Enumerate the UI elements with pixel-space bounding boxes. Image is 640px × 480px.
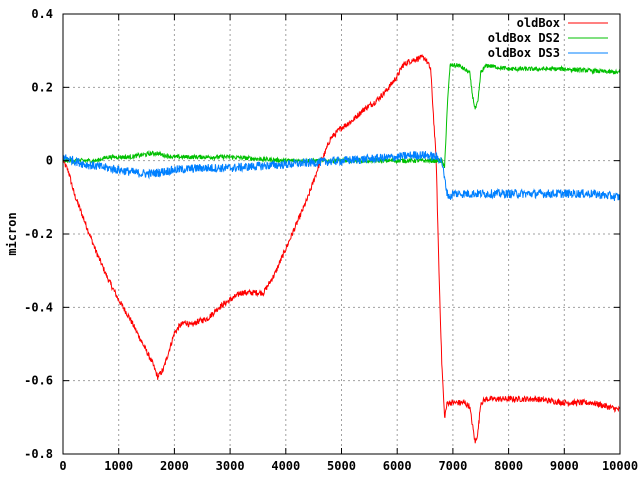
x-tick-label: 9000	[550, 459, 579, 473]
x-tick-label: 6000	[383, 459, 412, 473]
series-line	[62, 53, 621, 444]
x-tick-label: 2000	[160, 459, 189, 473]
y-tick-label: 0.2	[31, 80, 53, 94]
y-tick-label: -0.6	[24, 374, 53, 388]
x-axis: 0 1000 2000 3000 4000 5000 6000 7000 8000 9000 100…	[59, 14, 638, 473]
series-line	[62, 150, 621, 201]
y-axis-title: micron	[5, 212, 19, 255]
x-tick-label: 1000	[104, 459, 133, 473]
x-tick-label: 8000	[494, 459, 523, 473]
legend-label: oldBox	[517, 16, 560, 30]
y-tick-label: -0.8	[24, 447, 53, 461]
y-tick-label: 0	[46, 154, 53, 168]
legend-label: oldBox DS3	[488, 46, 560, 60]
x-tick-label: 7000	[438, 459, 467, 473]
x-tick-label: 0	[59, 459, 66, 473]
x-tick-label: 4000	[271, 459, 300, 473]
grid-lines	[63, 14, 620, 454]
y-tick-label: 0.4	[31, 7, 53, 21]
y-tick-label: -0.2	[24, 227, 53, 241]
x-tick-label: 3000	[216, 459, 245, 473]
y-tick-label: -0.4	[24, 300, 53, 314]
x-tick-label: 10000	[602, 459, 638, 473]
x-tick-label: 5000	[327, 459, 356, 473]
plot-area	[62, 53, 621, 444]
y-axis: 0.4 0.2 0 -0.2 -0.4 -0.6 -0.8	[24, 7, 620, 461]
legend-label: oldBox DS2	[488, 31, 560, 45]
